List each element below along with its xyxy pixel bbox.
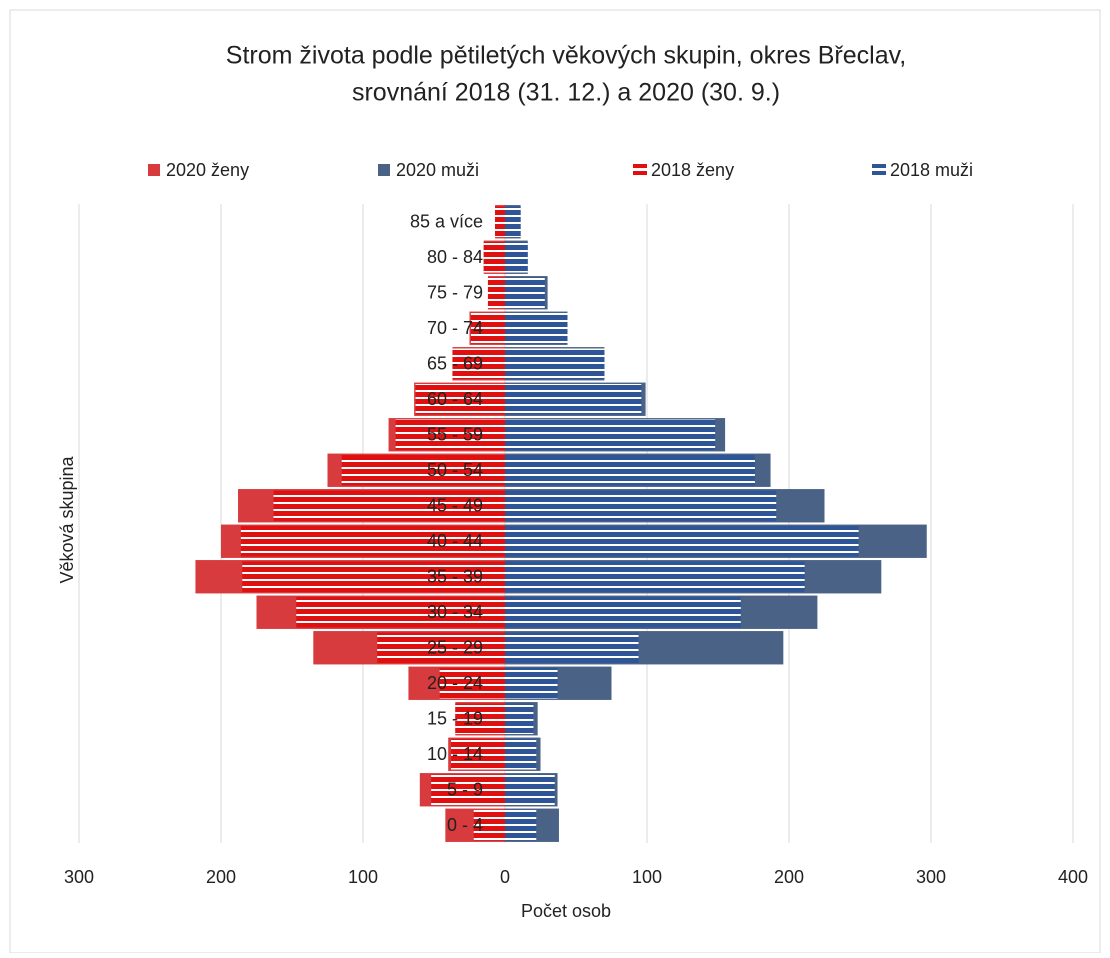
y-tick-label: 10 - 14	[427, 744, 483, 764]
bar	[505, 383, 642, 415]
bar	[487, 277, 505, 309]
y-tick-label: 55 - 59	[427, 425, 483, 445]
y-tick-label: 35 - 39	[427, 567, 483, 587]
y-tick-label: 70 - 74	[427, 318, 483, 338]
x-axis-label: Počet osob	[521, 901, 611, 921]
y-tick-label: 5 - 9	[447, 780, 483, 800]
x-tick-label: 300	[64, 867, 94, 887]
bar	[505, 632, 639, 664]
bar	[451, 738, 505, 770]
bar	[377, 632, 505, 664]
legend-label: 2020 ženy	[166, 160, 249, 180]
bar	[505, 206, 521, 238]
bar	[505, 525, 859, 557]
bar	[341, 454, 505, 486]
bar	[483, 241, 505, 273]
y-tick-label: 0 - 4	[447, 815, 483, 835]
y-tick-label: 25 - 29	[427, 638, 483, 658]
y-axis-label: Věková skupina	[57, 455, 77, 583]
bar	[505, 490, 777, 522]
x-tick-label: 0	[500, 867, 510, 887]
y-tick-label: 75 - 79	[427, 283, 483, 303]
bar	[505, 738, 537, 770]
y-tick-label: 45 - 49	[427, 496, 483, 516]
y-tick-label: 30 - 34	[427, 602, 483, 622]
bar	[505, 809, 537, 841]
bar	[439, 667, 505, 699]
legend-swatch	[148, 164, 160, 176]
bar	[455, 703, 505, 735]
y-tick-label: 40 - 44	[427, 531, 483, 551]
x-tick-label: 200	[206, 867, 236, 887]
x-tick-label: 100	[348, 867, 378, 887]
bar	[395, 419, 505, 451]
bar	[505, 561, 805, 593]
bar	[505, 419, 716, 451]
legend-label: 2020 muži	[396, 160, 479, 180]
bar	[470, 312, 505, 344]
bar	[505, 277, 545, 309]
y-tick-label: 20 - 24	[427, 673, 483, 693]
chart-title: srovnání 2018 (31. 12.) a 2020 (30. 9.)	[352, 79, 780, 107]
x-tick-label: 100	[632, 867, 662, 887]
y-tick-label: 15 - 19	[427, 709, 483, 729]
y-tick-label: 85 a více	[410, 212, 483, 232]
bar	[505, 312, 568, 344]
bar	[505, 348, 605, 380]
y-tick-label: 65 - 69	[427, 354, 483, 374]
bar	[240, 525, 505, 557]
chart-title: Strom života podle pětiletých věkových s…	[226, 42, 906, 70]
bar	[505, 667, 558, 699]
bar	[505, 454, 755, 486]
y-tick-label: 60 - 64	[427, 389, 483, 409]
legend-swatch	[633, 171, 647, 175]
bar	[452, 348, 505, 380]
bar	[505, 774, 555, 806]
bar	[415, 383, 505, 415]
bar	[505, 596, 741, 628]
bar	[473, 809, 505, 841]
legend-swatch	[872, 171, 886, 175]
x-tick-label: 200	[774, 867, 804, 887]
x-tick-label: 400	[1058, 867, 1088, 887]
y-tick-label: 50 - 54	[427, 460, 483, 480]
legend-label: 2018 ženy	[651, 160, 734, 180]
bar	[505, 241, 528, 273]
legend-swatch	[378, 164, 390, 176]
bar	[505, 703, 534, 735]
legend-swatch	[872, 164, 886, 168]
y-tick-label: 80 - 84	[427, 247, 483, 267]
legend-label: 2018 muži	[890, 160, 973, 180]
bar	[242, 561, 506, 593]
bar	[495, 206, 505, 238]
bar	[296, 596, 505, 628]
bar	[431, 774, 505, 806]
x-tick-label: 300	[916, 867, 946, 887]
bar	[273, 490, 505, 522]
legend-swatch	[633, 164, 647, 168]
